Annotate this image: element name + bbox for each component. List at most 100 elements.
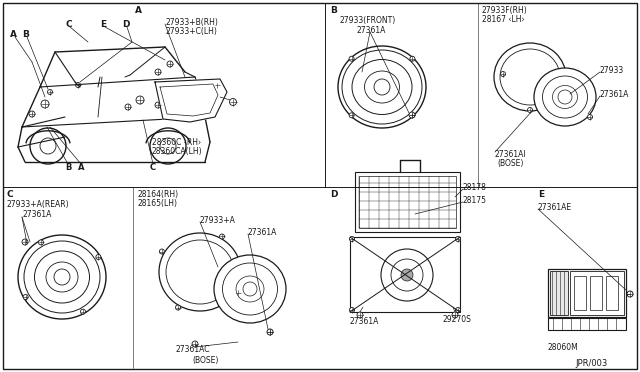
Circle shape: [357, 312, 363, 318]
Circle shape: [175, 305, 180, 310]
Bar: [359, 176, 456, 228]
Text: 27361AE: 27361AE: [538, 202, 572, 212]
Text: 28178: 28178: [463, 183, 487, 192]
Text: B: B: [65, 163, 72, 171]
Circle shape: [38, 240, 44, 245]
Text: 27361A: 27361A: [22, 209, 51, 218]
Bar: [350, 237, 460, 312]
Ellipse shape: [338, 46, 426, 128]
Circle shape: [243, 282, 257, 296]
Circle shape: [456, 237, 461, 241]
Circle shape: [410, 56, 415, 61]
Bar: [590, 276, 602, 310]
Ellipse shape: [159, 233, 241, 311]
Ellipse shape: [175, 88, 205, 110]
Bar: [548, 318, 626, 330]
Circle shape: [236, 290, 241, 295]
Ellipse shape: [223, 263, 278, 315]
Text: C: C: [65, 19, 72, 29]
Ellipse shape: [534, 68, 596, 126]
Circle shape: [96, 254, 101, 260]
Circle shape: [527, 108, 532, 112]
Circle shape: [81, 309, 86, 314]
Circle shape: [150, 128, 186, 164]
Circle shape: [160, 138, 176, 154]
Text: (BOSE): (BOSE): [192, 356, 218, 365]
Ellipse shape: [18, 235, 106, 319]
Circle shape: [349, 113, 354, 118]
Circle shape: [627, 291, 633, 297]
Text: 28360C ‹RH›: 28360C ‹RH›: [152, 138, 201, 147]
Text: 27361A: 27361A: [600, 90, 629, 99]
Circle shape: [40, 138, 56, 154]
Circle shape: [192, 341, 198, 347]
Circle shape: [155, 69, 161, 75]
Text: 28360CA(LH): 28360CA(LH): [152, 147, 203, 155]
Circle shape: [410, 113, 415, 118]
Text: B: B: [330, 6, 337, 15]
Ellipse shape: [365, 71, 399, 103]
Text: E: E: [538, 189, 544, 199]
Text: 27933F(RH): 27933F(RH): [482, 6, 528, 15]
Circle shape: [185, 94, 195, 104]
Text: 27361A: 27361A: [357, 26, 387, 35]
Ellipse shape: [236, 276, 264, 302]
Ellipse shape: [494, 43, 566, 111]
Text: D: D: [330, 189, 337, 199]
Circle shape: [136, 96, 144, 104]
Circle shape: [220, 234, 225, 239]
Text: 27933+A(REAR): 27933+A(REAR): [6, 199, 68, 208]
Circle shape: [401, 269, 413, 281]
Circle shape: [558, 90, 572, 104]
Text: 28165(LH): 28165(LH): [138, 199, 178, 208]
Ellipse shape: [166, 240, 234, 304]
Ellipse shape: [181, 93, 199, 106]
Text: 29270S: 29270S: [443, 315, 472, 324]
Text: 27361AI: 27361AI: [495, 150, 527, 158]
Bar: [548, 269, 626, 317]
Ellipse shape: [342, 50, 422, 124]
Text: A: A: [135, 6, 142, 15]
Ellipse shape: [35, 251, 90, 303]
Circle shape: [41, 100, 49, 108]
Circle shape: [267, 329, 273, 335]
Text: 27933: 27933: [600, 65, 624, 74]
Text: 28167 ‹LH›: 28167 ‹LH›: [482, 15, 525, 23]
Circle shape: [391, 259, 423, 291]
Ellipse shape: [46, 262, 78, 292]
Text: 27933(FRONT): 27933(FRONT): [340, 16, 396, 25]
Polygon shape: [155, 79, 227, 122]
Text: 28175: 28175: [463, 196, 487, 205]
Circle shape: [349, 308, 355, 312]
Circle shape: [456, 308, 461, 312]
Circle shape: [409, 112, 415, 118]
Circle shape: [267, 329, 273, 335]
Circle shape: [30, 128, 66, 164]
Text: A: A: [78, 163, 84, 171]
Circle shape: [349, 56, 354, 61]
Ellipse shape: [214, 255, 286, 323]
Text: (BOSE): (BOSE): [497, 158, 524, 167]
Circle shape: [125, 104, 131, 110]
Text: 27361AC: 27361AC: [175, 346, 209, 355]
Circle shape: [155, 102, 161, 108]
Ellipse shape: [352, 60, 412, 115]
Circle shape: [452, 312, 458, 318]
Text: 27933+A: 27933+A: [200, 215, 236, 224]
Text: 27361A: 27361A: [248, 228, 277, 237]
Text: A: A: [10, 29, 17, 38]
Text: 28164(RH): 28164(RH): [138, 189, 179, 199]
Circle shape: [54, 269, 70, 285]
Bar: [606, 276, 618, 310]
Text: B: B: [22, 29, 29, 38]
Text: E: E: [100, 19, 106, 29]
Text: JPR/003: JPR/003: [575, 359, 607, 369]
Bar: [570, 271, 624, 315]
Circle shape: [159, 249, 164, 254]
Ellipse shape: [500, 49, 560, 105]
Bar: [355, 172, 460, 232]
Text: 28060M: 28060M: [548, 343, 579, 352]
Text: C: C: [6, 189, 13, 199]
Text: D: D: [122, 19, 129, 29]
Ellipse shape: [24, 241, 100, 313]
